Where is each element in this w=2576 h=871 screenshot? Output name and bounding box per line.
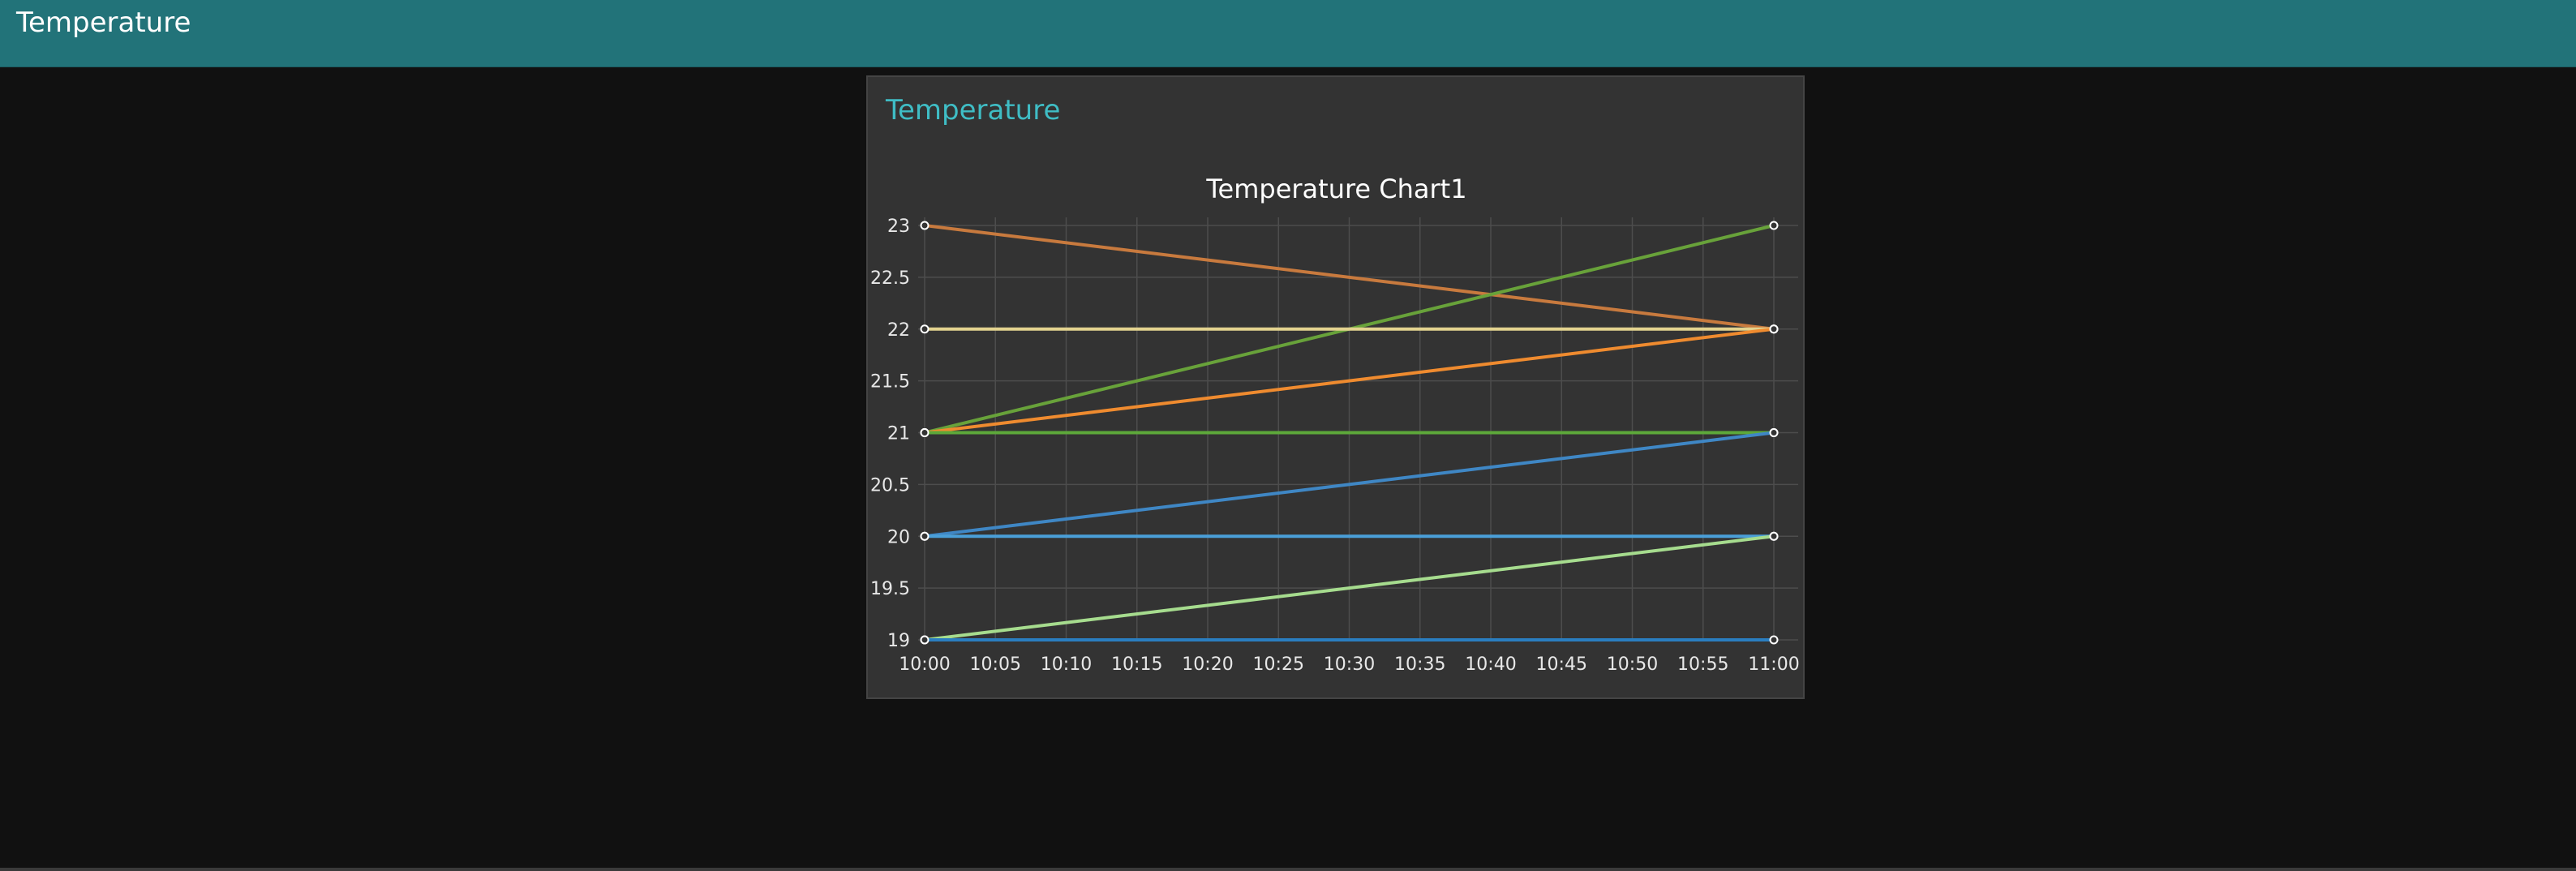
x-tick-label: 10:30 — [1324, 654, 1375, 675]
y-axis: 19 19.5 20 20.5 21 21.5 22 22.5 23 — [870, 217, 910, 651]
x-tick-label: 10:25 — [1253, 654, 1304, 675]
top-bar: Temperature — [0, 0, 2576, 67]
chart-series — [920, 221, 1779, 645]
x-tick-label: 10:55 — [1677, 654, 1728, 675]
series-point[interactable] — [920, 635, 930, 645]
series-point[interactable] — [920, 428, 930, 437]
chart-grid — [918, 217, 1798, 641]
chart-title: Temperature Chart1 — [1205, 174, 1466, 204]
x-axis: 10:00 10:05 10:10 10:15 10:20 10:25 10:30 10:35… — [899, 654, 1799, 675]
series-line — [923, 431, 1775, 538]
series-line — [923, 327, 1775, 435]
x-tick-label: 10:00 — [899, 654, 950, 675]
series-line — [923, 534, 1775, 641]
x-tick-label: 10:45 — [1536, 654, 1587, 675]
series-point[interactable] — [1769, 428, 1779, 437]
y-tick-label: 20 — [887, 527, 910, 547]
x-tick-label: 11:00 — [1748, 654, 1799, 675]
series-point[interactable] — [1769, 531, 1779, 541]
y-tick-label: 21 — [887, 424, 910, 444]
bottom-divider — [0, 868, 2576, 871]
series-point[interactable] — [920, 324, 930, 334]
series-point[interactable] — [920, 221, 930, 230]
x-tick-label: 10:15 — [1111, 654, 1162, 675]
y-tick-label: 23 — [887, 217, 910, 237]
y-tick-label: 22 — [887, 320, 910, 341]
card-title: Temperature — [886, 94, 1061, 127]
series-point[interactable] — [1769, 221, 1779, 230]
series-point[interactable] — [920, 531, 930, 541]
series-line — [923, 224, 1775, 331]
y-tick-label: 19 — [887, 631, 910, 651]
y-tick-label: 20.5 — [870, 475, 910, 496]
x-tick-label: 10:40 — [1465, 654, 1516, 675]
x-tick-label: 10:05 — [970, 654, 1021, 675]
y-tick-label: 22.5 — [870, 268, 910, 289]
series-point[interactable] — [1769, 324, 1779, 334]
x-tick-label: 10:10 — [1041, 654, 1092, 675]
series-point[interactable] — [1769, 635, 1779, 645]
x-tick-label: 10:35 — [1394, 654, 1445, 675]
x-tick-label: 10:50 — [1607, 654, 1658, 675]
y-tick-label: 19.5 — [870, 579, 910, 599]
y-tick-label: 21.5 — [870, 372, 910, 393]
chart-card: Temperature 19 19.5 20 20.5 21 21.5 22 22.5 23 1… — [866, 75, 1805, 699]
x-tick-label: 10:20 — [1182, 654, 1233, 675]
page-title: Temperature — [16, 6, 191, 39]
